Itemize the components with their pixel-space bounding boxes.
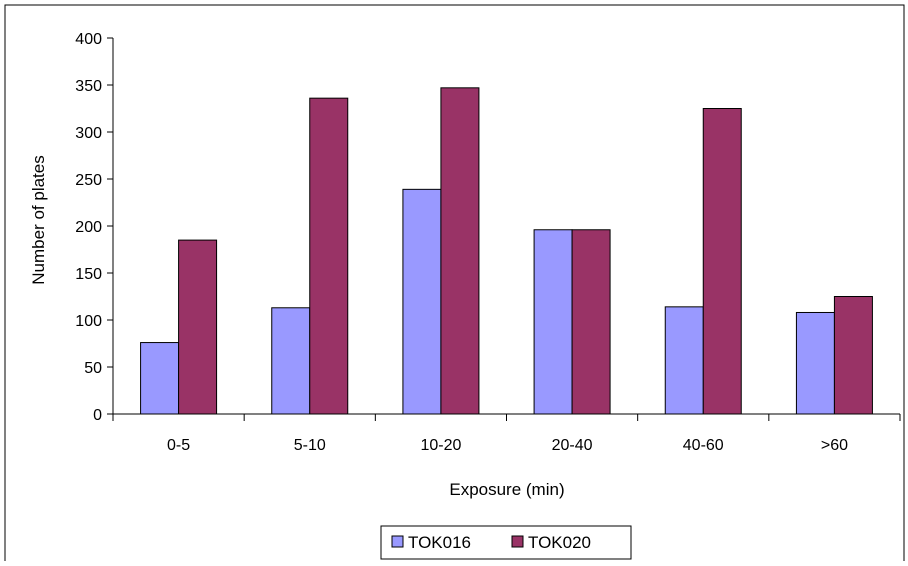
legend-label: TOK016 [408, 533, 471, 552]
y-tick-label: 0 [93, 407, 102, 424]
bar-tok020-1 [309, 97, 349, 415]
bar-tok016-0 [140, 342, 180, 415]
x-tick-label: 10-20 [420, 437, 461, 454]
y-tick-label: 300 [75, 125, 102, 142]
y-tick-label: 200 [75, 219, 102, 236]
legend: TOK016 TOK020 [380, 525, 632, 560]
y-tick-label: 250 [75, 172, 102, 189]
chart-area-border [4, 4, 905, 561]
bar-tok016-4 [664, 306, 704, 415]
y-axis: 0 50 100 150 200 250 300 350 400 [75, 31, 114, 424]
legend-swatch [391, 535, 404, 548]
x-tick-label: >60 [821, 437, 848, 454]
bars-group [140, 87, 873, 415]
bar-tok020-4 [702, 108, 742, 415]
chart-border [4, 4, 905, 561]
legend-label: TOK020 [528, 533, 591, 552]
legend-swatch [511, 535, 524, 548]
y-tick-label: 350 [75, 78, 102, 95]
y-tick-label: 150 [75, 266, 102, 283]
bar-tok016-5 [795, 311, 835, 415]
y-axis-label: Number of plates [29, 155, 48, 284]
y-tick-label: 100 [75, 313, 102, 330]
x-axis: 0-5 5-10 10-20 20-40 40-60 >60 [112, 413, 901, 454]
legend-box [380, 525, 632, 560]
x-tick-label: 0-5 [167, 437, 190, 454]
bar-tok016-3 [533, 229, 573, 415]
bar-tok020-2 [440, 87, 480, 415]
x-tick-label: 5-10 [294, 437, 326, 454]
bar-tok016-2 [402, 188, 442, 415]
bar-tok016-1 [271, 307, 311, 415]
x-axis-label: Exposure (min) [449, 480, 564, 499]
y-tick-label: 50 [84, 360, 102, 377]
bar-tok020-5 [833, 296, 873, 415]
x-tick-label: 20-40 [552, 437, 593, 454]
y-tick-label: 400 [75, 31, 102, 48]
x-tick-label: 40-60 [683, 437, 724, 454]
bar-tok020-3 [571, 229, 611, 415]
bar-tok020-0 [178, 239, 218, 415]
